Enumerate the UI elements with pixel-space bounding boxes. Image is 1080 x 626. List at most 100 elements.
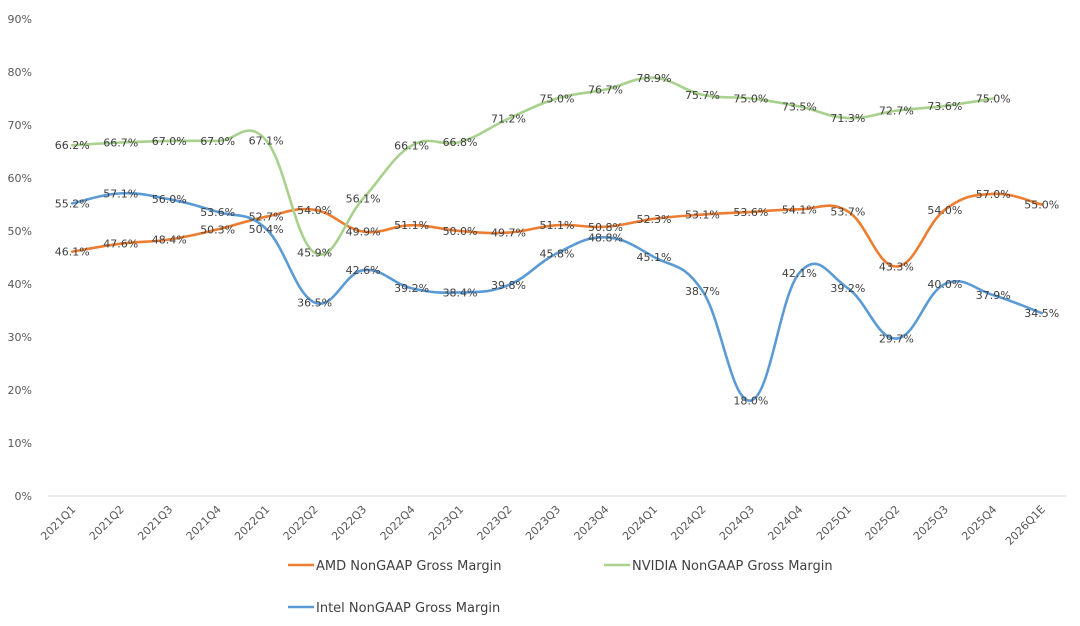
x-tick-label: 2025Q3 (911, 503, 951, 543)
nvidia-data-label: 66.2% (55, 139, 90, 152)
nvidia-data-label: 71.3% (830, 112, 865, 125)
x-tick-label: 2023Q3 (523, 503, 563, 543)
amd-data-label: 50.0% (443, 225, 478, 238)
intel-data-label: 29.7% (879, 333, 914, 346)
nvidia-data-label: 73.5% (782, 100, 817, 113)
amd-data-label: 49.7% (491, 227, 526, 240)
intel-data-label: 42.1% (782, 267, 817, 280)
x-tick-label: 2023Q2 (475, 503, 515, 543)
amd-data-label: 50.8% (588, 221, 623, 234)
y-tick-label: 60% (8, 172, 32, 185)
x-tick-label: 2025Q4 (959, 503, 999, 543)
y-tick-label: 10% (8, 437, 32, 450)
nvidia-data-label: 45.9% (297, 247, 332, 260)
intel-data-label: 56.0% (152, 193, 187, 206)
intel-data-label: 45.1% (636, 251, 671, 264)
y-tick-label: 70% (8, 119, 32, 132)
amd-data-label: 52.3% (636, 213, 671, 226)
series-lines (70, 76, 1044, 402)
intel-data-label: 34.5% (1024, 307, 1059, 320)
intel-data-label: 37.9% (976, 289, 1011, 302)
intel-data-label: 36.5% (297, 297, 332, 310)
legend-item-intel: Intel NonGAAP Gross Margin (288, 601, 500, 616)
x-tick-label: 2022Q2 (281, 503, 321, 543)
x-tick-label: 2023Q4 (572, 503, 612, 543)
x-tick-label: 2024Q1 (620, 503, 660, 543)
amd-data-label: 48.4% (152, 233, 187, 246)
intel-data-label: 50.4% (249, 223, 284, 236)
intel-data-label: 39.2% (394, 282, 429, 295)
nvidia-data-label: 73.6% (927, 100, 962, 113)
y-tick-label: 30% (8, 331, 32, 344)
x-tick-label: 2021Q3 (135, 503, 175, 543)
legend-label: NVIDIA NonGAAP Gross Margin (632, 559, 833, 574)
amd-series-line (70, 192, 1044, 268)
amd-data-label: 57.0% (976, 188, 1011, 201)
amd-data-label: 47.6% (103, 238, 138, 251)
y-tick-label: 20% (8, 384, 32, 397)
intel-data-label: 45.8% (540, 247, 575, 260)
x-tick-label: 2022Q3 (329, 503, 369, 543)
nvidia-data-label: 56.1% (346, 193, 381, 206)
nvidia-series-line (70, 76, 995, 256)
amd-data-label: 53.7% (830, 205, 865, 218)
x-tick-label: 2026Q1E (1003, 503, 1048, 548)
nvidia-data-label: 75.0% (976, 93, 1011, 106)
nvidia-data-label: 72.7% (879, 105, 914, 118)
nvidia-data-label: 78.9% (636, 72, 671, 85)
amd-data-label: 53.1% (685, 209, 720, 222)
legend-item-nvidia: NVIDIA NonGAAP Gross Margin (604, 559, 833, 574)
x-tick-label: 2024Q4 (765, 503, 805, 543)
x-tick-label: 2023Q1 (426, 503, 466, 543)
y-tick-label: 40% (8, 278, 32, 291)
x-tick-label: 2024Q3 (717, 503, 757, 543)
intel-data-label: 18.0% (733, 395, 768, 408)
amd-data-label: 51.1% (394, 219, 429, 232)
nvidia-data-label: 66.1% (394, 140, 429, 153)
intel-data-label: 39.2% (830, 282, 865, 295)
data-labels: 46.1% 47.6% 48.4% 50.3% 52.7% 54.0% 49.9% 51.1%… (55, 72, 1059, 408)
intel-data-label: 40.0% (927, 278, 962, 291)
intel-data-label: 38.7% (685, 285, 720, 298)
x-tick-label: 2022Q4 (378, 503, 418, 543)
amd-data-label: 50.3% (200, 223, 235, 236)
legend-item-amd: AMD NonGAAP Gross Margin (288, 559, 502, 574)
intel-data-label: 53.6% (200, 206, 235, 219)
amd-data-label: 54.0% (297, 204, 332, 217)
amd-data-label: 55.0% (1024, 199, 1059, 212)
nvidia-data-label: 75.0% (540, 93, 575, 106)
y-tick-label: 50% (8, 225, 32, 238)
x-axis: 2021Q1 2021Q2 2021Q3 2021Q4 2022Q1 2022Q2 2022… (38, 503, 1048, 548)
amd-data-label: 54.0% (927, 204, 962, 217)
y-axis: 0% 10% 20% 30% 40% 50% 60% 70% 80% 90% (8, 13, 32, 503)
legend-label: AMD NonGAAP Gross Margin (316, 559, 502, 574)
legend-label: Intel NonGAAP Gross Margin (316, 601, 500, 616)
x-tick-label: 2021Q2 (87, 503, 127, 543)
intel-data-label: 38.4% (443, 286, 478, 299)
nvidia-data-label: 67.1% (249, 134, 284, 147)
nvidia-data-label: 66.7% (103, 136, 138, 149)
x-tick-label: 2022Q1 (232, 503, 272, 543)
intel-data-label: 39.8% (491, 279, 526, 292)
x-tick-label: 2021Q4 (184, 503, 224, 543)
y-tick-label: 0% (15, 490, 32, 503)
intel-data-label: 57.1% (103, 187, 138, 200)
y-tick-label: 90% (8, 13, 32, 26)
amd-data-label: 52.7% (249, 211, 284, 224)
amd-data-label: 54.1% (782, 203, 817, 216)
intel-data-label: 55.2% (55, 197, 90, 210)
amd-data-label: 53.6% (733, 206, 768, 219)
x-tick-label: 2025Q1 (814, 503, 854, 543)
nvidia-data-label: 66.8% (443, 136, 478, 149)
x-tick-label: 2021Q1 (38, 503, 78, 543)
y-tick-label: 80% (8, 66, 32, 79)
nvidia-data-label: 76.7% (588, 83, 623, 96)
legend: AMD NonGAAP Gross Margin NVIDIA NonGAAP G… (288, 559, 833, 616)
nvidia-data-label: 67.0% (152, 135, 187, 148)
nvidia-data-label: 75.0% (733, 93, 768, 106)
intel-series-line (70, 191, 1044, 402)
intel-data-label: 48.8% (588, 231, 623, 244)
amd-data-label: 51.1% (540, 219, 575, 232)
x-tick-label: 2024Q2 (668, 503, 708, 543)
